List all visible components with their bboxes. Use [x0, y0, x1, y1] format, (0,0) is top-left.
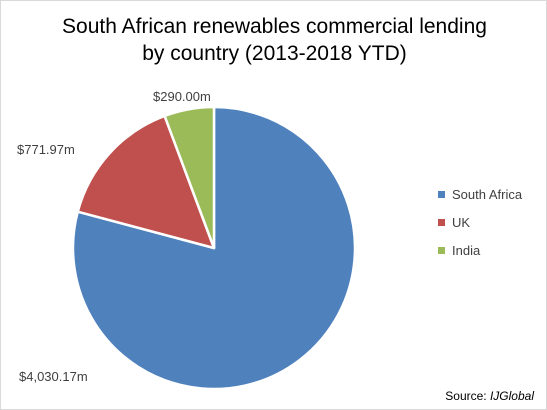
source-note: Source: IJGlobal — [445, 389, 534, 403]
pie-slice-india — [163, 105, 216, 250]
data-label-india: $290.00m — [153, 89, 211, 104]
legend-label-south-africa: South Africa — [452, 187, 523, 202]
legend-label-uk: UK — [452, 215, 471, 230]
chart-title: South African renewables commercial lend… — [1, 13, 546, 67]
legend-item-uk: UK — [438, 215, 522, 230]
legend-swatch-uk — [438, 219, 445, 226]
data-label-uk: $771.97m — [17, 142, 75, 157]
legend: South Africa UK India — [438, 187, 523, 272]
source-name: IJGlobal — [489, 389, 534, 403]
legend-swatch-india — [438, 247, 445, 254]
legend-swatch-south-africa — [438, 191, 445, 198]
chart-title-line-2: by country (2013-2018 YTD) — [142, 42, 407, 65]
legend-item-india: India — [438, 243, 522, 258]
legend-label-india: India — [452, 243, 481, 258]
pie-slice-uk — [76, 114, 216, 250]
legend-item-south-africa: South Africa — [438, 187, 523, 202]
data-label-south-africa: $4,030.17m — [19, 369, 88, 384]
source-prefix: Source: — [445, 389, 487, 403]
chart-title-line-1: South African renewables commercial lend… — [62, 15, 487, 38]
